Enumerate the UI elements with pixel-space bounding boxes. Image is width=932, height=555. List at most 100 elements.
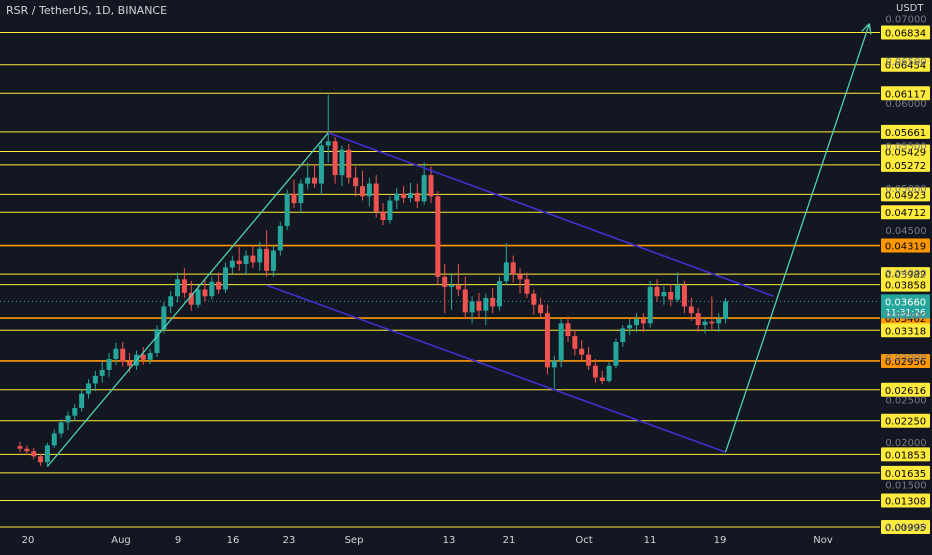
candle-body xyxy=(695,313,701,326)
candle-body xyxy=(551,360,557,368)
candle-body xyxy=(668,292,674,300)
candle-body xyxy=(298,183,304,204)
candle-body xyxy=(483,297,489,311)
price-level-label: 0.05661 xyxy=(885,128,926,139)
price-axis-tick: 0.07000 xyxy=(885,14,926,25)
channel-upper-line xyxy=(327,132,774,298)
candle-body xyxy=(565,323,571,337)
candle-body xyxy=(510,262,516,275)
candle-body xyxy=(387,200,393,221)
price-level-tag xyxy=(881,382,930,397)
time-axis-tick: 19 xyxy=(714,535,727,546)
price-level-label: 0.00995 xyxy=(885,523,926,534)
candle-body xyxy=(634,319,639,326)
projection-arrow-head xyxy=(861,23,870,32)
candle-body xyxy=(38,456,44,463)
candle-body xyxy=(175,279,181,297)
candle-body xyxy=(661,292,667,297)
price-level-label: 0.02250 xyxy=(885,417,926,428)
price-axis-tick: 0.02000 xyxy=(885,438,926,449)
time-axis-tick: Sep xyxy=(345,535,364,546)
candle-body xyxy=(195,289,201,305)
price-axis-tick: 0.02500 xyxy=(885,396,926,407)
candle-body xyxy=(305,177,311,184)
price-axis-tick: 0.03500 xyxy=(885,311,926,322)
price-axis-tick: 0.01500 xyxy=(885,480,926,491)
price-level-label: 0.05272 xyxy=(885,161,926,172)
candle-body xyxy=(414,192,420,202)
candle-body xyxy=(524,279,530,294)
candle-body xyxy=(209,281,215,297)
candle-body xyxy=(373,183,379,212)
price-level-label: 0.03462 xyxy=(885,314,926,325)
candle-body xyxy=(168,296,174,307)
candle-body xyxy=(394,193,400,201)
price-level-tag xyxy=(881,493,930,508)
candle-body xyxy=(72,408,78,416)
price-axis-tick: 0.05000 xyxy=(885,184,926,195)
candle-body xyxy=(544,313,550,368)
time-axis-tick: 20 xyxy=(22,535,35,546)
price-level-tag xyxy=(881,353,930,368)
price-level-tag xyxy=(881,447,930,462)
candle-body xyxy=(120,348,126,362)
price-axis-tick: 0.03000 xyxy=(885,353,926,364)
candle-body xyxy=(79,393,85,409)
candle-body xyxy=(681,285,687,307)
price-level-label: 0.01308 xyxy=(885,497,926,508)
price-level-label: 0.06834 xyxy=(885,29,926,40)
candle-body xyxy=(688,306,694,314)
candle-body xyxy=(270,250,276,271)
candle-body xyxy=(332,141,338,176)
symbol-header: RSR / TetherUS, 1D, BINANCE xyxy=(6,4,168,17)
candle-body xyxy=(291,193,297,204)
candle-body xyxy=(58,422,64,434)
candle-body xyxy=(407,192,413,199)
candle-body xyxy=(51,433,57,446)
candle-body xyxy=(154,329,160,353)
price-level-tag xyxy=(881,520,930,535)
price-level-tag xyxy=(881,124,930,139)
price-level-label: 0.03858 xyxy=(885,281,926,292)
candle-body xyxy=(86,383,91,394)
candle-body xyxy=(435,196,441,277)
projection-arrow-line xyxy=(724,23,871,453)
candle-body xyxy=(140,354,146,360)
price-level-tag xyxy=(881,187,930,202)
candle-body xyxy=(709,321,715,324)
candle-body xyxy=(654,286,660,297)
time-axis-tick: Nov xyxy=(813,535,833,546)
price-level-label: 0.03318 xyxy=(885,326,926,337)
price-level-tag xyxy=(881,323,930,338)
price-level-label: 0.06454 xyxy=(885,61,926,72)
candle-body xyxy=(181,279,187,293)
candle-body xyxy=(723,301,729,320)
price-level-label: 0.02616 xyxy=(885,386,926,397)
price-level-label: 0.06117 xyxy=(885,89,926,100)
price-level-tag xyxy=(881,205,930,220)
candle-body xyxy=(24,448,30,452)
candle-body xyxy=(346,149,352,178)
candle-body xyxy=(65,415,71,423)
price-level-label: 0.02956 xyxy=(885,357,926,368)
candle-body xyxy=(531,293,537,305)
time-axis-tick: 9 xyxy=(175,535,181,546)
candle-body xyxy=(476,301,482,311)
candle-body xyxy=(599,377,605,381)
countdown-label: 11:31:26 xyxy=(885,308,926,318)
candle-body xyxy=(257,248,263,263)
candle-body xyxy=(462,289,468,313)
price-level-tag xyxy=(881,238,930,253)
candle-body xyxy=(99,369,105,376)
price-level-label: 0.01853 xyxy=(885,450,926,461)
candle-body xyxy=(318,145,324,184)
channel-lower-line xyxy=(266,284,726,453)
price-level-tag xyxy=(881,144,930,159)
candle-body xyxy=(538,304,544,314)
candle-body xyxy=(147,352,153,360)
price-level-label: 0.03982 xyxy=(885,270,926,281)
price-axis-tick: 0.06500 xyxy=(885,57,926,68)
